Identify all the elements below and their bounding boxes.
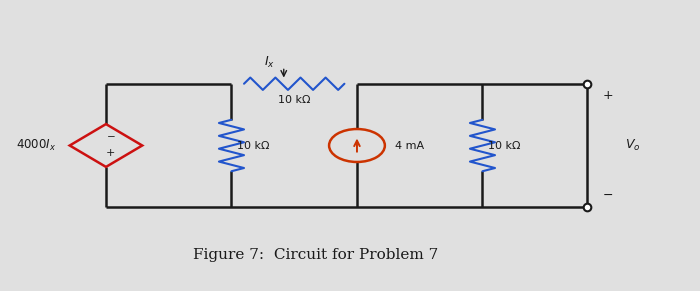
- Text: 10 kΩ: 10 kΩ: [237, 141, 270, 150]
- Text: −: −: [603, 189, 613, 202]
- Text: 4 mA: 4 mA: [395, 141, 424, 150]
- Text: 10 kΩ: 10 kΩ: [278, 95, 311, 105]
- Text: Figure 7:  Circuit for Problem 7: Figure 7: Circuit for Problem 7: [193, 248, 438, 262]
- Text: +: +: [106, 148, 116, 158]
- Text: 10 kΩ: 10 kΩ: [488, 141, 521, 150]
- Text: +: +: [603, 89, 613, 102]
- Text: −: −: [106, 132, 116, 142]
- Text: $I_x$: $I_x$: [265, 55, 275, 70]
- Text: $4000I_x$: $4000I_x$: [16, 138, 57, 153]
- Text: $V_o$: $V_o$: [625, 138, 641, 153]
